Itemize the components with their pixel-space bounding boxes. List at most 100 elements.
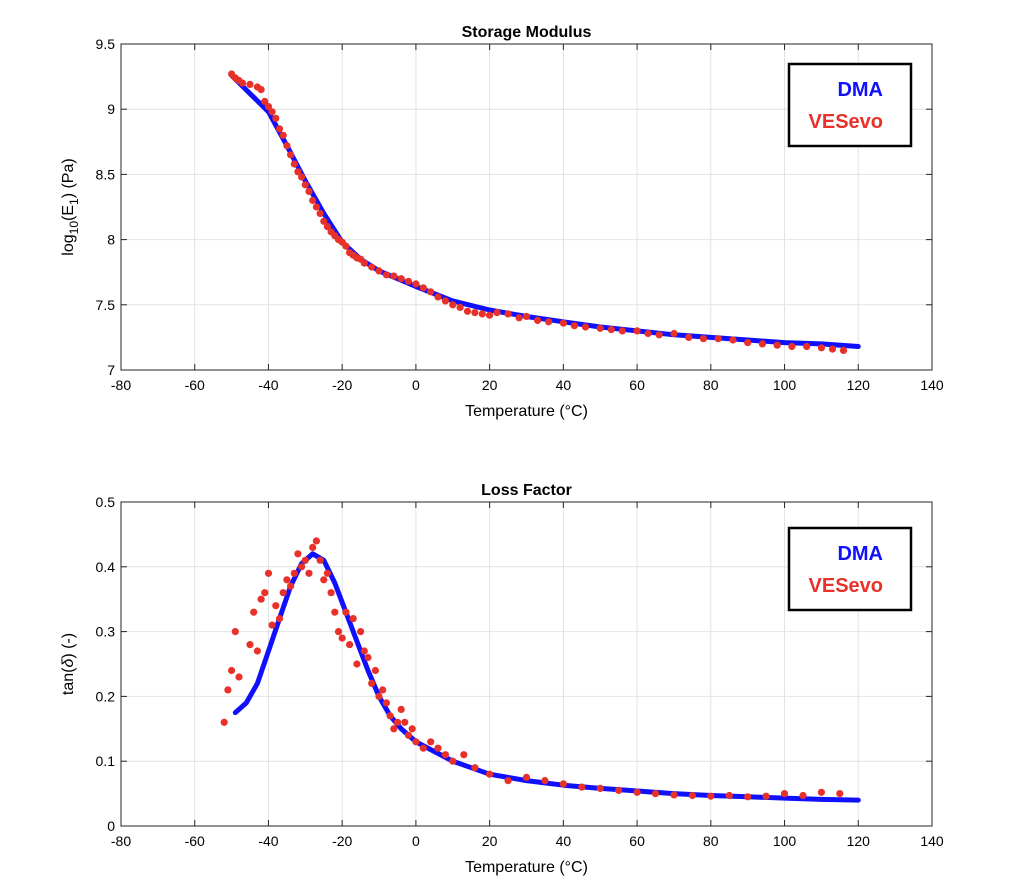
x-tick-label: -80 [111,377,131,393]
data-point-vesevo [545,318,553,326]
x-axis-label: Temperature (°C) [465,403,588,420]
y-tick-label: 0.1 [96,753,116,769]
x-tick-label: 0 [412,377,420,393]
data-point-vesevo [257,595,265,603]
data-point-vesevo [368,263,376,271]
data-point-vesevo [633,788,641,796]
x-tick-label: 100 [773,377,797,393]
axes-frame [120,43,933,371]
y-axis-label-part: ) (-) [60,633,77,659]
data-point-vesevo [522,773,531,782]
data-point-vesevo [224,686,232,694]
data-point-vesevo [570,322,579,330]
data-point-vesevo [331,608,339,616]
data-point-vesevo [275,615,284,623]
data-point-vesevo [559,319,568,327]
y-tick-label: 0.2 [96,688,116,704]
data-point-vesevo [596,324,604,332]
data-point-vesevo [312,203,320,211]
data-point-vesevo [287,151,295,159]
data-point-vesevo [382,699,390,707]
y-tick-label: 9.5 [96,36,116,52]
x-tick-label: 40 [556,833,572,849]
data-point-vesevo [264,103,273,111]
data-point-vesevo [427,288,435,296]
data-point-vesevo [419,284,427,292]
y-tick-label: 7.5 [96,297,116,313]
y-tick-label: 0.4 [96,559,116,575]
data-point-vesevo [253,647,261,655]
x-tick-label: 80 [703,833,719,849]
data-point-vesevo [316,556,324,564]
y-tick-label: 9 [107,101,115,117]
legend-box [787,526,913,612]
data-point-vesevo [744,793,752,801]
data-point-vesevo [298,563,306,571]
data-point-vesevo [334,628,343,636]
data-point-vesevo [390,725,398,733]
data-point-vesevo [412,280,420,288]
data-point-vesevo [309,543,317,552]
data-point-vesevo [404,277,413,285]
data-point-vesevo [316,209,324,218]
data-point-vesevo [596,784,604,793]
data-point-vesevo [817,344,826,352]
data-point-vesevo [342,608,350,616]
data-point-vesevo [688,791,697,800]
y-axis-label-part: (E [60,205,77,221]
data-point-vesevo [478,310,486,318]
data-point-vesevo [294,168,302,176]
y-tick-label: 8.5 [96,166,116,182]
data-point-vesevo [279,589,287,597]
data-point-vesevo [725,791,733,800]
data-point-vesevo [670,329,678,338]
data-point-vesevo [386,712,394,720]
data-point-vesevo [268,621,276,629]
data-point-vesevo [323,223,331,231]
x-tick-label: 140 [920,833,944,849]
data-point-vesevo [434,744,442,752]
data-point-vesevo [607,326,615,334]
x-tick-label: 120 [847,833,871,849]
data-point-vesevo [486,770,494,778]
data-point-vesevo [534,316,542,324]
data-point-vesevo [290,569,298,577]
x-tick-label: 120 [847,377,871,393]
y-tick-label: 8 [107,232,115,248]
data-point-vesevo [762,792,770,800]
x-tick-label: 20 [482,833,498,849]
legend-box [787,62,913,148]
legend-entry-vesevo: VESevo [809,111,883,133]
data-point-vesevo [456,303,464,311]
data-point-vesevo [375,692,383,701]
x-tick-label: 60 [629,377,645,393]
data-point-vesevo [729,336,737,344]
y-tick-label: 0 [107,818,115,834]
y-axis-label-part: log [60,234,77,255]
data-point-vesevo [360,647,368,655]
data-point-vesevo [773,341,781,349]
data-point-vesevo [382,271,390,279]
data-point-vesevo [220,718,228,726]
x-tick-label: 20 [482,377,498,393]
data-point-vesevo [817,788,826,796]
data-point-vesevo [486,311,494,319]
data-point-vesevo [419,744,427,752]
data-point-vesevo [287,582,295,590]
axes-frame [120,501,933,827]
data-point-vesevo [246,641,254,649]
data-point-vesevo [401,718,409,726]
data-point-vesevo [353,660,361,668]
data-point-vesevo [228,666,236,675]
legend: DMA VESevo [787,526,913,612]
data-point-vesevo [471,309,479,317]
data-point-vesevo [504,777,512,785]
y-tick-label: 7 [107,362,115,378]
data-point-vesevo [633,327,641,335]
data-point-vesevo [408,725,416,733]
data-point-vesevo [379,686,387,694]
data-point-vesevo [744,339,752,347]
data-point-vesevo [441,751,449,759]
x-tick-label: 100 [773,833,797,849]
chart-title: Storage Modulus [462,24,592,41]
